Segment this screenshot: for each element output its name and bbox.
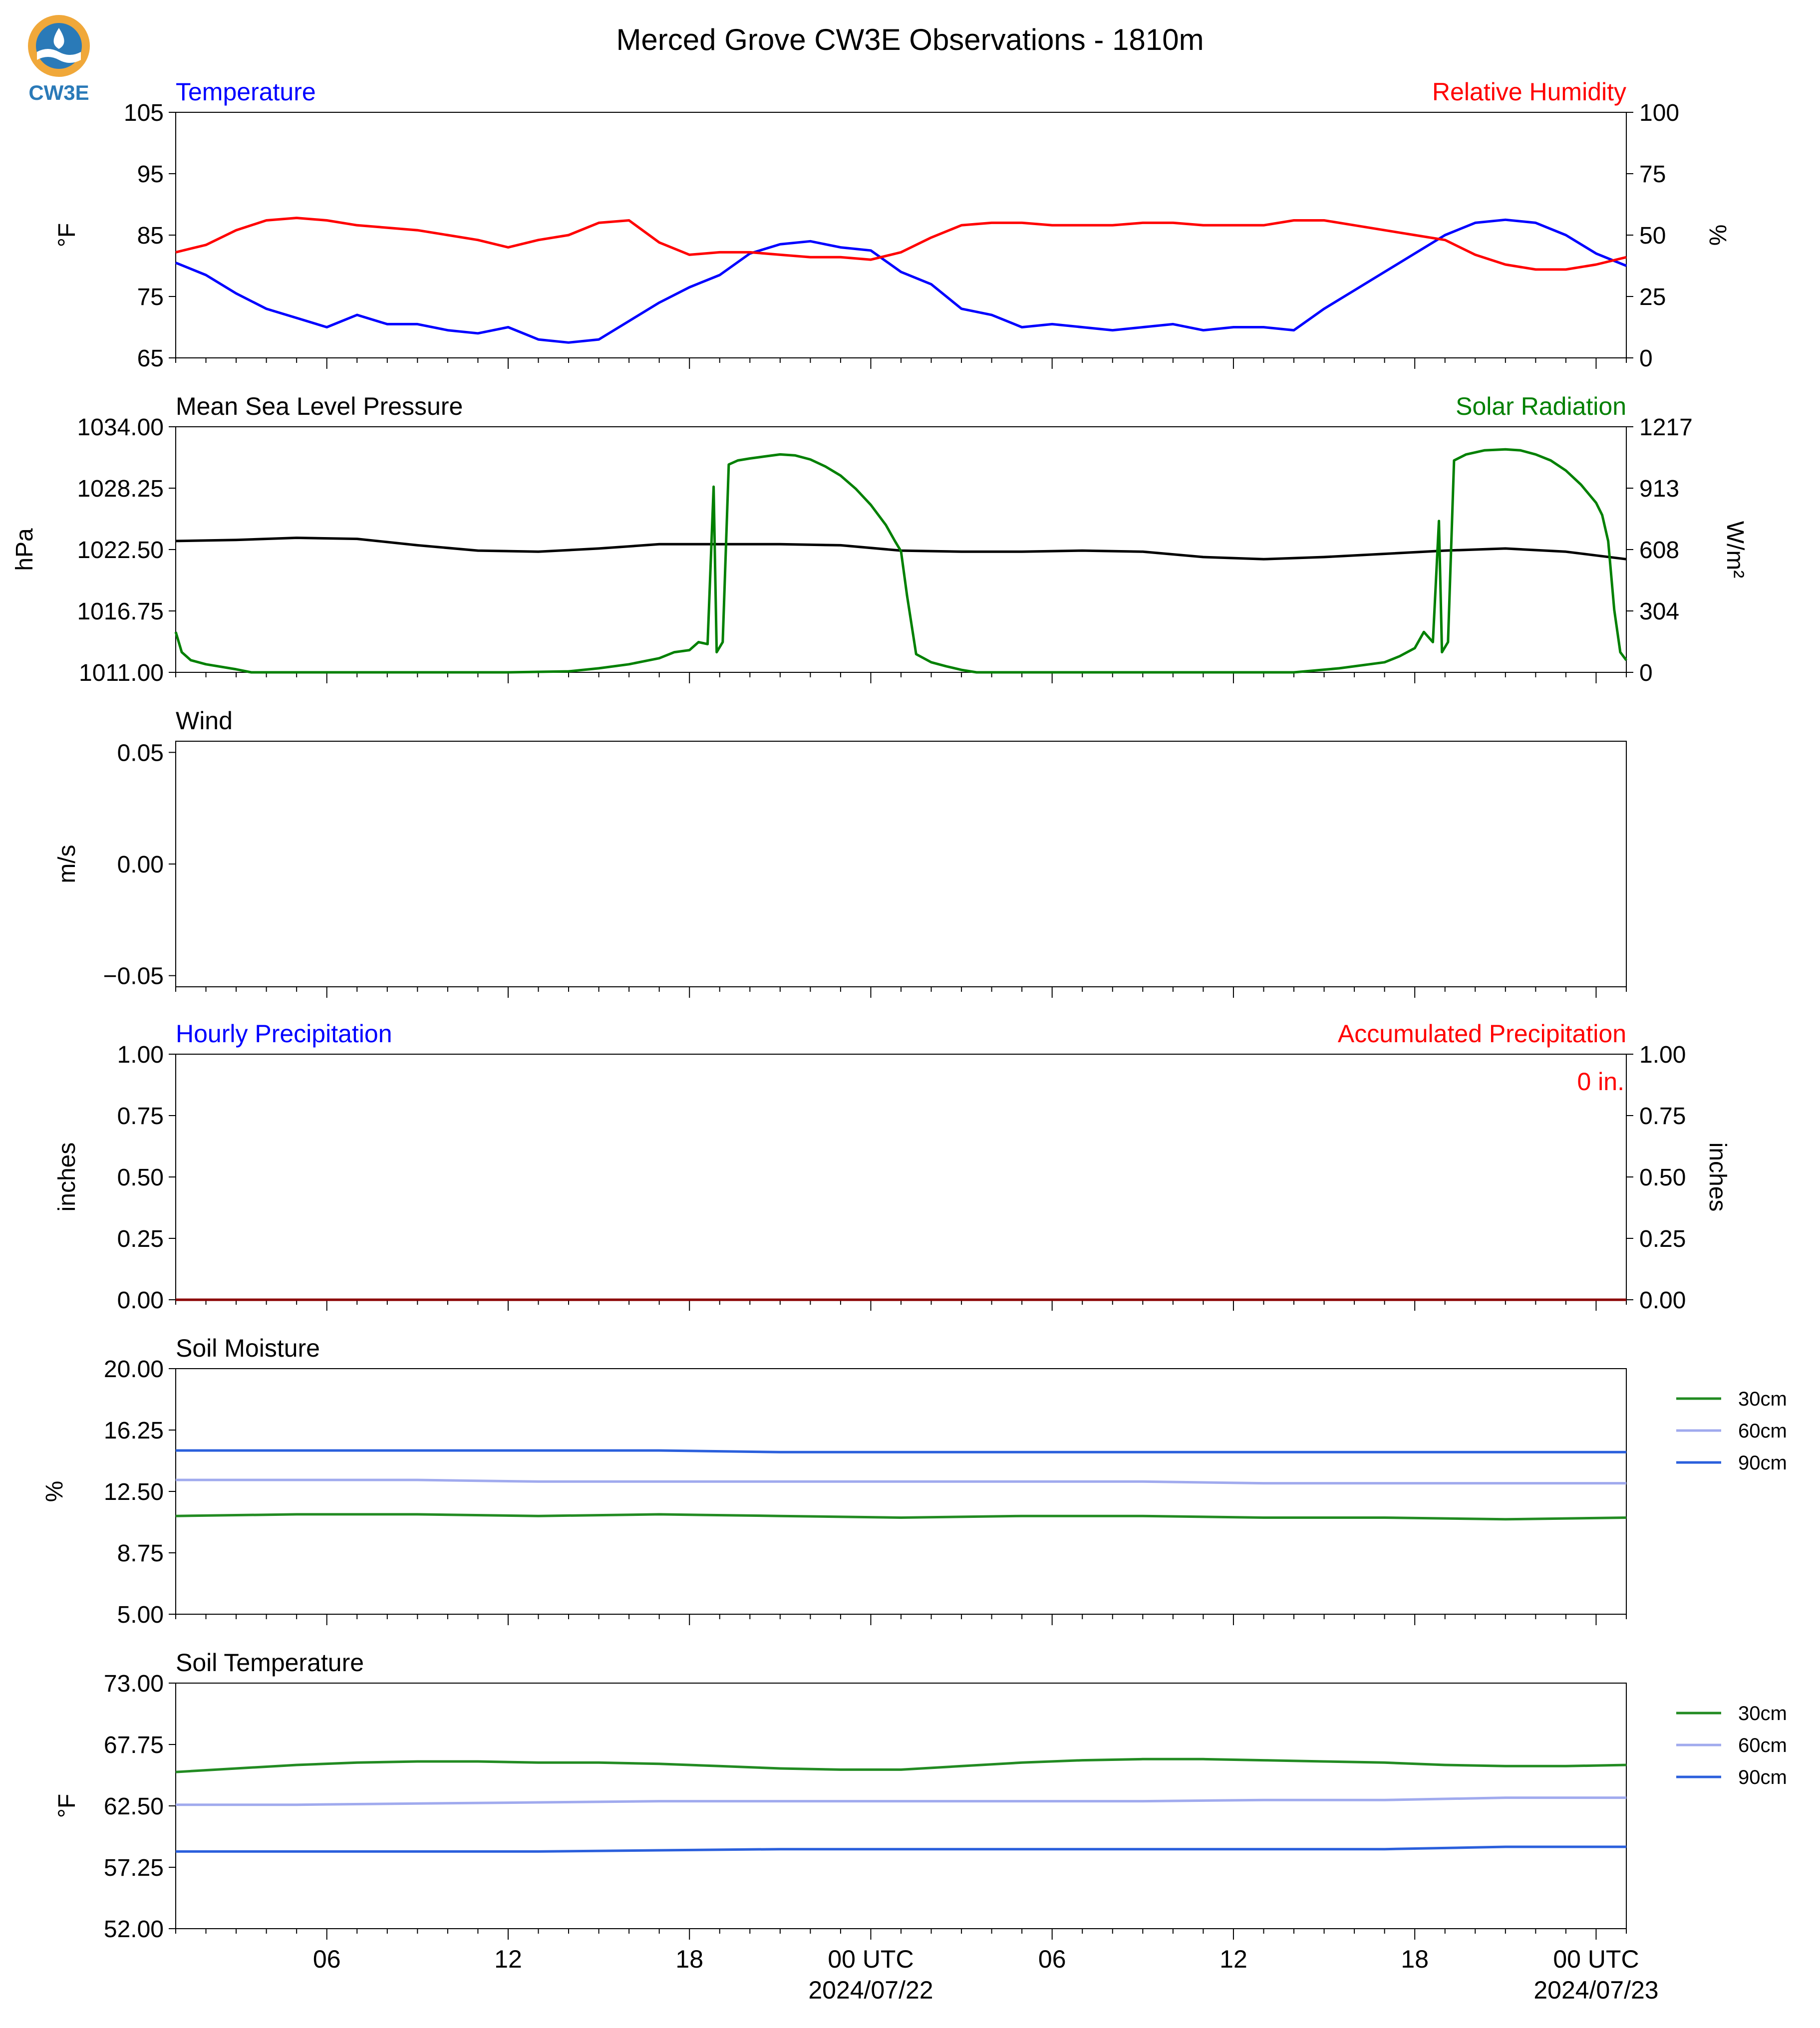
- panel-2: Wind −0.05 0.00 0.05 m/s: [54, 707, 1627, 998]
- y-tick-label: 0.05: [117, 740, 164, 766]
- x-tick-label: 00 UTC: [1553, 1945, 1639, 1973]
- y-tick-label: 1016.75: [77, 598, 164, 625]
- panels: Temperature Relative Humidity 65 75 85 95 105 0…: [11, 78, 1787, 2004]
- y-tick-label-right: 0.75: [1639, 1103, 1686, 1130]
- y-tick-label-right: 1.00: [1639, 1042, 1686, 1068]
- y-tick-label-right: 50: [1639, 223, 1666, 249]
- panel-4: Soil Moisture 5.00 8.75 12.50 16.25 20.00% 30c…: [41, 1334, 1787, 1628]
- y-axis-label-right: %: [1704, 225, 1731, 246]
- panel-5: Soil Temperature 52.00 57.25 62.50 67.75 73.0…: [54, 1649, 1787, 1943]
- y-tick-label-right: 304: [1639, 598, 1679, 625]
- panel-3: Hourly Precipitation Accumulated Precipit…: [54, 1020, 1731, 1314]
- panel-title-right: Accumulated Precipitation: [1338, 1020, 1626, 1048]
- y-axis-label: hPa: [11, 528, 38, 571]
- y-tick-label: 57.25: [104, 1855, 164, 1881]
- y-axis-label: %: [41, 1481, 68, 1502]
- cw3e-logo: CW3E: [28, 15, 90, 104]
- y-tick-label: 0.25: [117, 1226, 164, 1252]
- x-date-label: 2024/07/22: [808, 1976, 933, 2004]
- panel-title-left: Mean Sea Level Pressure: [176, 392, 463, 420]
- legend-label: 90cm: [1738, 1766, 1787, 1788]
- y-axis-label-right: inches: [1704, 1143, 1731, 1212]
- y-tick-label: 75: [137, 284, 164, 310]
- series-line-1: [174, 448, 1627, 674]
- legend-label: 60cm: [1738, 1735, 1787, 1756]
- legend-label: 90cm: [1738, 1452, 1787, 1474]
- x-tick-label: 06: [1038, 1945, 1066, 1973]
- y-tick-label-right: 0.25: [1639, 1226, 1686, 1252]
- panel-title-left: Soil Moisture: [176, 1334, 320, 1362]
- y-tick-label-right: 100: [1639, 100, 1679, 126]
- y-tick-label: 1011.00: [79, 660, 164, 686]
- y-tick-label: 0.00: [117, 1287, 164, 1314]
- y-tick-label-right: 0.50: [1639, 1164, 1686, 1191]
- y-tick-label: −0.05: [103, 963, 164, 990]
- y-tick-label: 67.75: [104, 1732, 164, 1758]
- series-line-2: [176, 1845, 1626, 1853]
- series-line-1: [176, 1796, 1626, 1806]
- y-tick-label: 1022.50: [77, 537, 164, 564]
- panel-1: Mean Sea Level Pressure Solar Radiation 10…: [11, 392, 1748, 686]
- y-axis-label: inches: [54, 1143, 80, 1212]
- panel-title-right: Relative Humidity: [1432, 78, 1626, 106]
- y-tick-label-right: 608: [1639, 537, 1679, 564]
- series-line-0: [175, 1513, 1627, 1521]
- panel-title-left: Soil Temperature: [176, 1649, 364, 1677]
- x-tick-label: 18: [1401, 1945, 1429, 1973]
- y-axis-label: m/s: [54, 845, 80, 883]
- y-tick-label: 0.00: [117, 852, 164, 878]
- x-tick-label: 00 UTC: [828, 1945, 913, 1973]
- annotation-label: 0 in.: [1577, 1068, 1624, 1096]
- series-line-0: [175, 218, 1627, 344]
- page-title: Merced Grove CW3E Observations - 1810m: [616, 23, 1204, 56]
- series-line-1: [176, 1478, 1626, 1485]
- y-tick-label: 20.00: [104, 1356, 164, 1383]
- y-tick-label: 73.00: [104, 1671, 164, 1697]
- y-tick-label-right: 25: [1639, 284, 1666, 310]
- series-line-1: [175, 217, 1627, 271]
- y-tick-label-right: 913: [1639, 476, 1679, 502]
- panel-title-left: Hourly Precipitation: [176, 1020, 392, 1048]
- x-tick-label: 12: [1219, 1945, 1247, 1973]
- y-tick-label: 65: [137, 345, 164, 372]
- panel-title-right: Solar Radiation: [1456, 392, 1626, 420]
- y-axis-label: °F: [54, 223, 80, 248]
- legend-label: 60cm: [1738, 1420, 1787, 1442]
- y-tick-label-right: 75: [1639, 161, 1666, 188]
- panel-title-left: Wind: [176, 707, 233, 735]
- y-tick-label: 52.00: [104, 1916, 164, 1943]
- logo-text: CW3E: [28, 81, 89, 104]
- y-tick-label: 1.00: [117, 1042, 164, 1068]
- y-tick-label: 62.50: [104, 1793, 164, 1820]
- x-tick-label: 06: [313, 1945, 341, 1973]
- series-line-0: [175, 1757, 1627, 1773]
- y-tick-label: 8.75: [117, 1540, 164, 1567]
- y-tick-label: 85: [137, 223, 164, 249]
- y-tick-label: 95: [137, 161, 164, 188]
- y-axis-label: °F: [54, 1794, 80, 1818]
- x-tick-label: 18: [675, 1945, 703, 1973]
- x-tick-label: 12: [494, 1945, 522, 1973]
- y-tick-label: 0.75: [117, 1103, 164, 1130]
- y-tick-label-right: 1217: [1639, 414, 1693, 441]
- x-date-label: 2024/07/23: [1533, 1976, 1658, 2004]
- legend-label: 30cm: [1738, 1703, 1787, 1725]
- y-tick-label: 105: [124, 100, 164, 126]
- y-tick-label: 1034.00: [77, 414, 164, 441]
- panel-title-left: Temperature: [176, 78, 316, 106]
- legend-label: 30cm: [1738, 1388, 1787, 1410]
- y-tick-label-right: 0: [1639, 660, 1653, 686]
- y-tick-label-right: 0: [1639, 345, 1653, 372]
- y-tick-label: 16.25: [104, 1418, 164, 1444]
- y-tick-label: 5.00: [117, 1602, 164, 1628]
- series-line-2: [176, 1449, 1626, 1453]
- panel-0: Temperature Relative Humidity 65 75 85 95 105 0…: [54, 78, 1731, 372]
- y-tick-label-right: 0.00: [1639, 1287, 1686, 1314]
- y-tick-label: 1028.25: [77, 476, 164, 502]
- y-tick-label: 12.50: [104, 1479, 164, 1505]
- y-tick-label: 0.50: [117, 1164, 164, 1191]
- y-axis-label-right: W/m²: [1722, 521, 1748, 579]
